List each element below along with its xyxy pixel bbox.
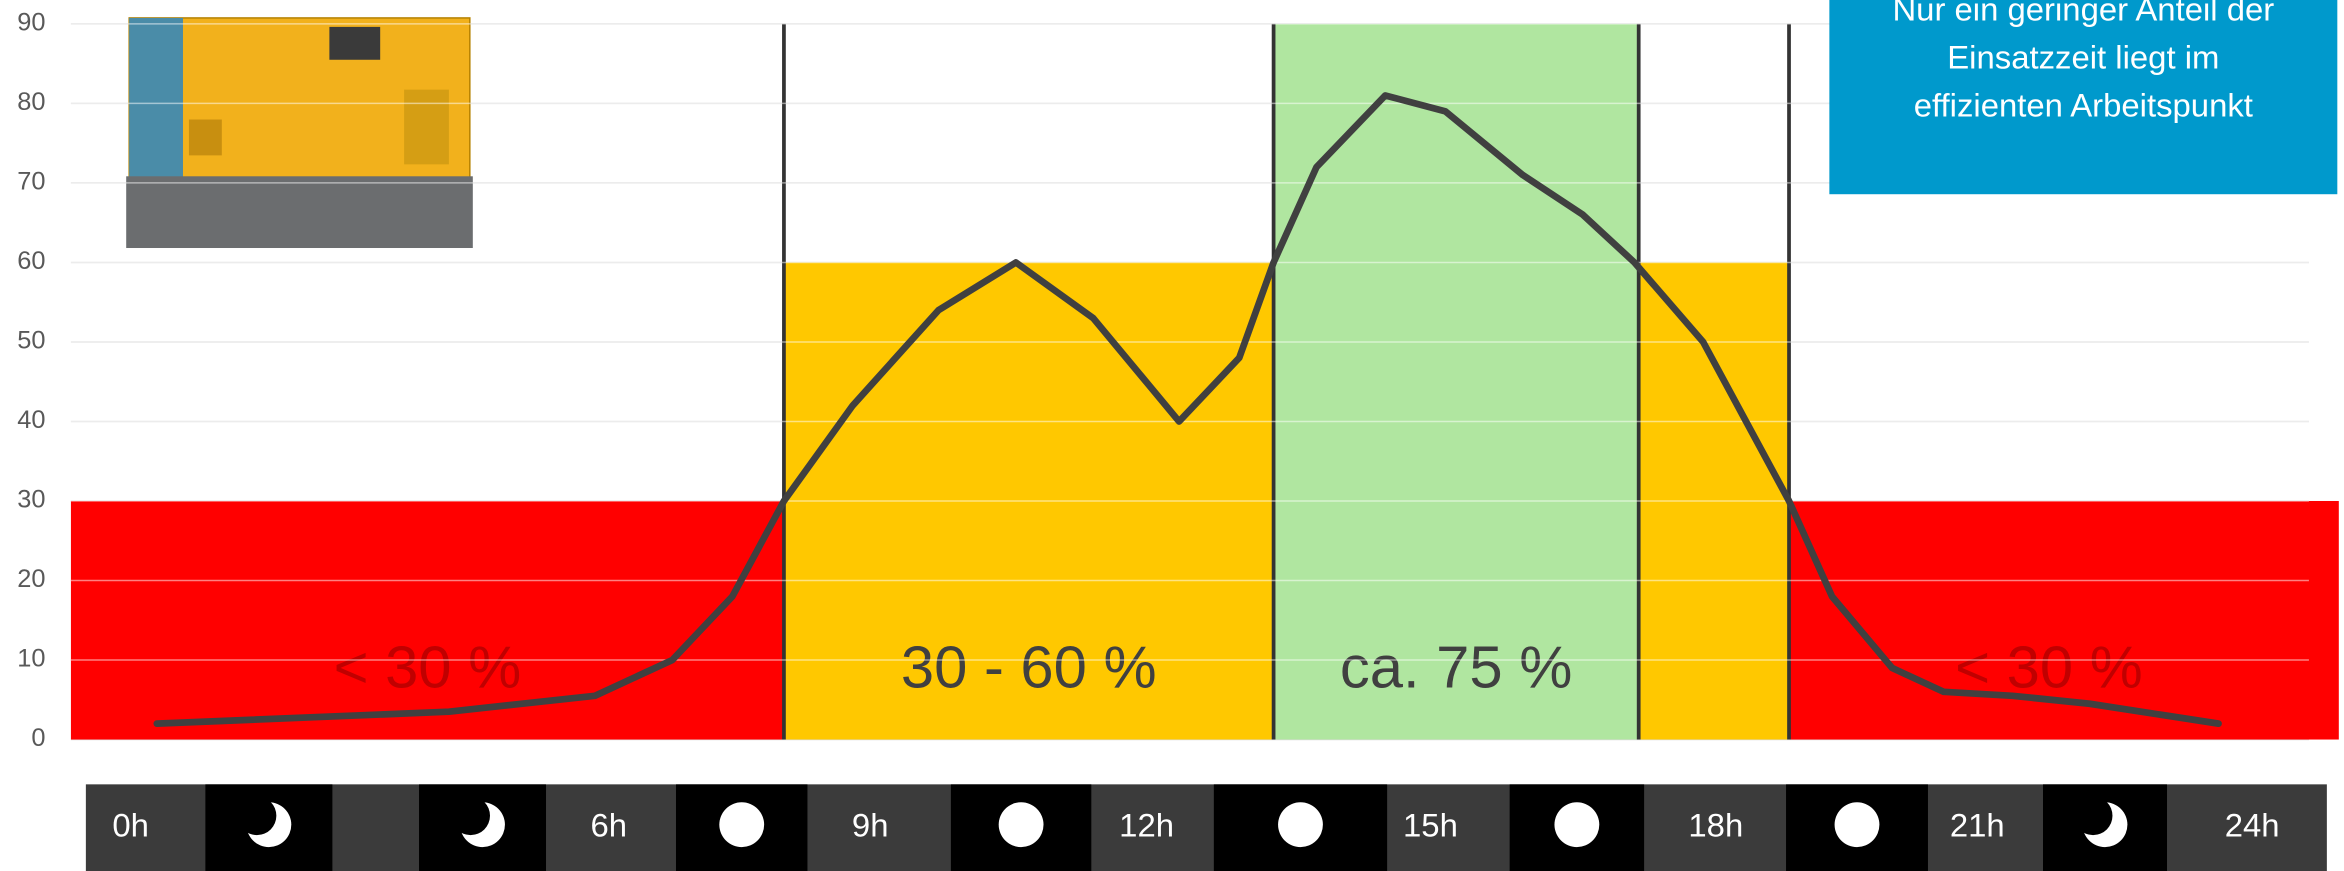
y-tick-label: 40 bbox=[17, 406, 45, 434]
zone-label: ca. 75 % bbox=[1340, 634, 1572, 701]
icon-glyph-cut bbox=[237, 796, 277, 836]
zone-label: 30 - 60 % bbox=[901, 634, 1157, 701]
icon-glyph bbox=[998, 802, 1044, 848]
zone-label: < 30 % bbox=[334, 634, 522, 701]
y-tick-label: 10 bbox=[17, 645, 45, 673]
y-tick-label: 80 bbox=[17, 88, 45, 116]
callout-text: effizienten Arbeitspunkt bbox=[1914, 86, 2253, 123]
y-tick-label: 50 bbox=[17, 327, 45, 355]
generator-image bbox=[126, 17, 473, 249]
time-label: 21h bbox=[1950, 806, 2005, 843]
icon-glyph bbox=[1278, 802, 1323, 848]
callout-box bbox=[1829, 0, 2338, 195]
icon-glyph bbox=[719, 802, 765, 848]
icon-glyph bbox=[1554, 802, 1600, 848]
y-tick-label: 70 bbox=[17, 168, 45, 196]
load-curve bbox=[153, 92, 2222, 727]
time-label: 18h bbox=[1688, 806, 1743, 843]
zone-label: < 30 % bbox=[1955, 634, 2143, 701]
time-label: 6h bbox=[590, 806, 627, 843]
time-label: 9h bbox=[852, 806, 889, 843]
time-label: 24h bbox=[2225, 806, 2280, 843]
time-label: 0h bbox=[112, 806, 149, 843]
icon-glyph bbox=[1834, 802, 1880, 848]
y-tick-label: 0 bbox=[31, 724, 45, 752]
y-tick-label: 20 bbox=[17, 565, 45, 593]
time-label: 15h bbox=[1403, 806, 1458, 843]
zone bbox=[70, 500, 784, 740]
callout-text: Einsatzzeit liegt im bbox=[1947, 38, 2219, 75]
y-tick-label: 30 bbox=[17, 486, 45, 514]
icon-glyph-cut bbox=[451, 796, 490, 836]
y-tick-label: 90 bbox=[17, 9, 45, 37]
time-label: 12h bbox=[1119, 806, 1174, 843]
zone bbox=[1273, 23, 1639, 740]
y-tick-label: 60 bbox=[17, 247, 45, 275]
callout-text: Nur ein geringer Anteil der bbox=[1892, 0, 2274, 28]
icon-glyph-cut bbox=[2073, 796, 2113, 836]
